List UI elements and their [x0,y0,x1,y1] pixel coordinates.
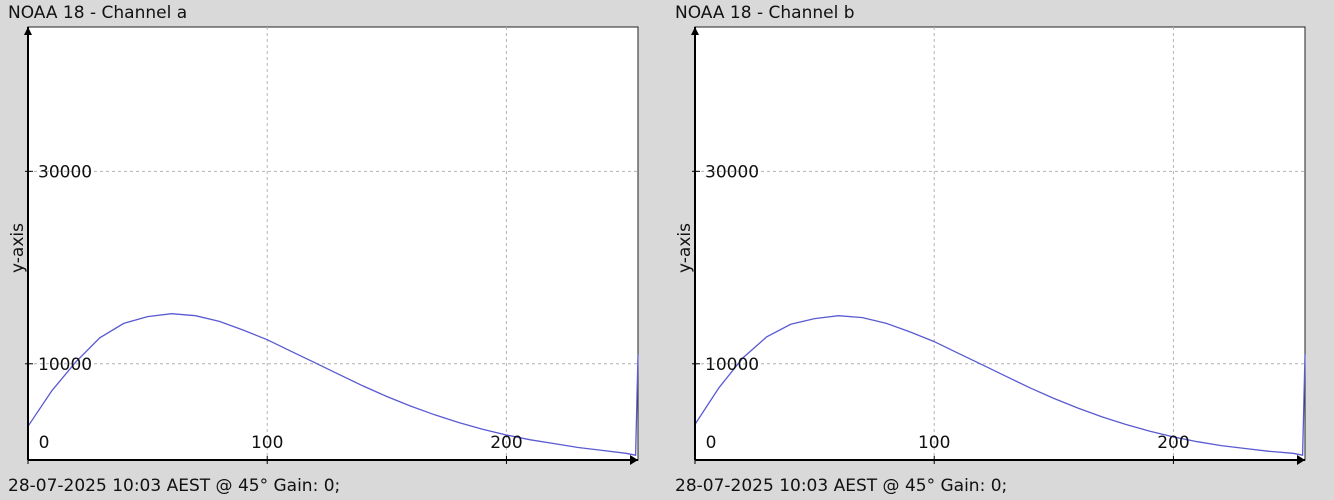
series-line [694,315,1306,456]
plot-area [694,26,1306,461]
x-axis-arrow [630,455,638,465]
status-footer: 28-07-2025 10:03 AEST @ 45° Gain: 0; [675,476,1008,496]
x-tick-label: 100 [918,433,950,453]
x-tick-label: 200 [490,433,522,453]
chart-panel-b: NOAA 18 - Channel b y-axis 0 100 200 10000 3… [667,0,1334,500]
chart-title: NOAA 18 - Channel a [8,3,188,23]
y-tick-label: 10000 [38,355,92,375]
y-axis-arrow [691,27,699,35]
x-tick-label: 0 [706,433,717,453]
y-tick-label: 30000 [705,162,759,182]
chart-title: NOAA 18 - Channel b [675,3,855,23]
chart-panel-a: NOAA 18 - Channel a y-axis 0 100 200 10000 3… [8,3,639,496]
plot-area [27,26,639,461]
y-tick-label: 10000 [705,355,759,375]
x-tick-label: 200 [1157,433,1189,453]
y-axis-arrow [24,27,32,35]
chart-plot-a: 0 100 200 10000 30000 [24,26,639,465]
x-tick-label: 0 [39,433,50,453]
x-tick-label: 100 [251,433,283,453]
y-tick-label: 30000 [38,162,92,182]
x-axis-arrow [1297,455,1305,465]
series-line [27,313,639,456]
status-footer: 28-07-2025 10:03 AEST @ 45° Gain: 0; [8,476,341,496]
chart-plot-b: 0 100 200 10000 30000 [691,26,1306,465]
